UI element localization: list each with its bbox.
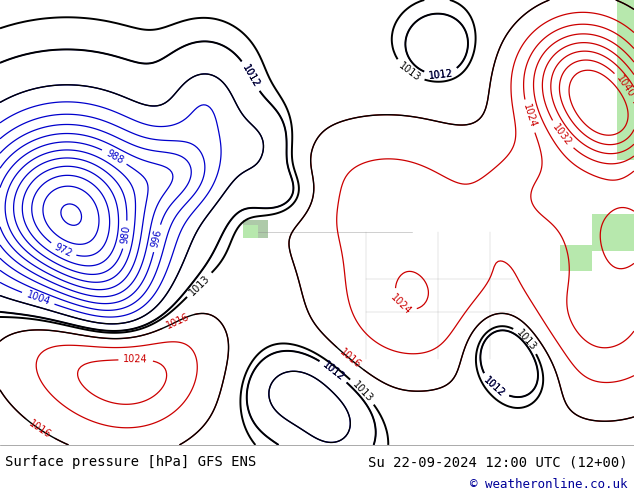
Text: 1012: 1012 bbox=[321, 360, 346, 383]
Text: 1012: 1012 bbox=[321, 360, 346, 383]
Text: 1012: 1012 bbox=[240, 63, 261, 89]
Text: 1012: 1012 bbox=[429, 68, 454, 81]
Text: 1024: 1024 bbox=[389, 292, 413, 316]
Text: 1016: 1016 bbox=[27, 418, 53, 440]
Text: Surface pressure [hPa] GFS ENS: Surface pressure [hPa] GFS ENS bbox=[5, 455, 256, 469]
Text: 1013: 1013 bbox=[187, 272, 212, 297]
Text: 1024: 1024 bbox=[521, 103, 538, 129]
Text: 1013: 1013 bbox=[515, 327, 538, 352]
Text: © weatheronline.co.uk: © weatheronline.co.uk bbox=[470, 478, 628, 490]
Text: 1012: 1012 bbox=[482, 375, 507, 399]
Text: 1013: 1013 bbox=[396, 60, 422, 83]
Text: 1012: 1012 bbox=[240, 63, 261, 89]
Text: 980: 980 bbox=[119, 225, 132, 245]
Text: 996: 996 bbox=[150, 228, 164, 248]
Text: 988: 988 bbox=[104, 147, 125, 166]
Text: 1032: 1032 bbox=[550, 122, 573, 148]
Text: 1012: 1012 bbox=[429, 68, 454, 81]
Text: 1040: 1040 bbox=[614, 74, 634, 100]
Text: 972: 972 bbox=[53, 242, 74, 259]
Text: 1016: 1016 bbox=[337, 347, 363, 370]
Text: 1016: 1016 bbox=[165, 311, 191, 331]
Text: 1024: 1024 bbox=[123, 354, 148, 365]
Text: 1004: 1004 bbox=[25, 290, 51, 307]
Text: 1012: 1012 bbox=[482, 375, 507, 399]
Text: Su 22-09-2024 12:00 UTC (12+00): Su 22-09-2024 12:00 UTC (12+00) bbox=[368, 455, 628, 469]
Text: 1013: 1013 bbox=[351, 379, 375, 404]
